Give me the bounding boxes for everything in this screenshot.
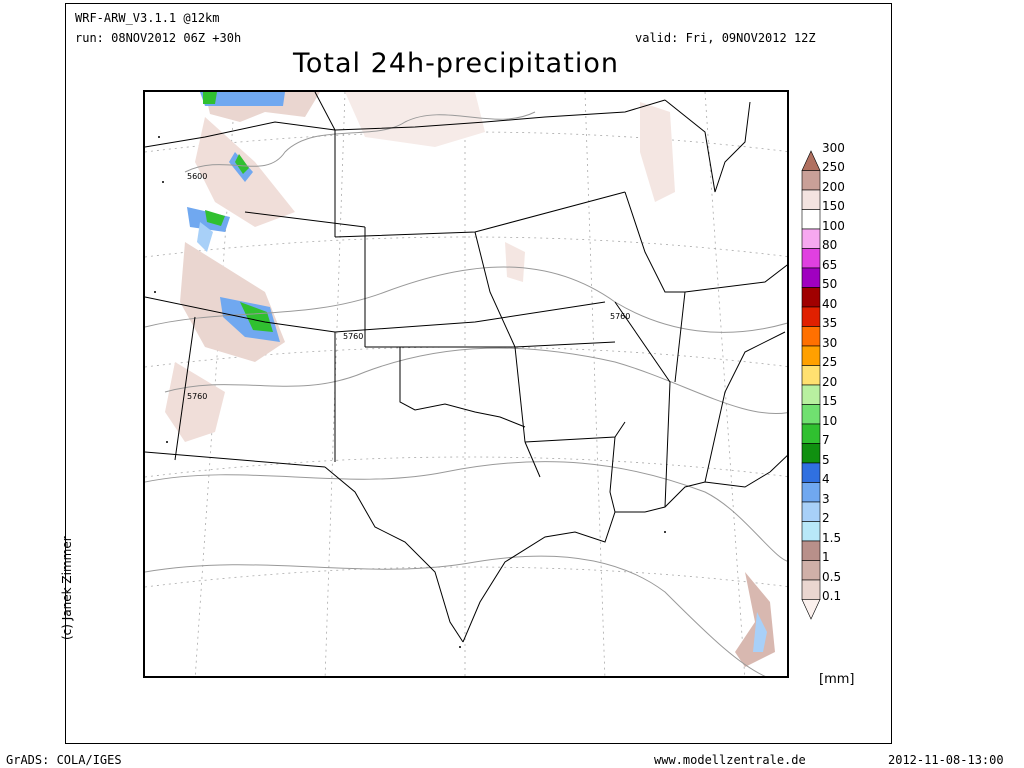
legend-swatch (801, 384, 821, 405)
map-canvas: 5600 5760 5760 5760 (145, 92, 787, 676)
legend-label: 1.5 (822, 530, 842, 545)
legend-label: 1 (822, 550, 830, 565)
legend-swatch (801, 150, 821, 171)
legend-label: 2 (822, 511, 830, 526)
footer-center: www.modellzentrale.de (654, 753, 806, 767)
legend-label: 7 (822, 433, 830, 448)
legend-swatch (801, 404, 821, 425)
legend-swatch (801, 599, 821, 620)
legend-label: 40 (822, 296, 838, 311)
legend-label: 65 (822, 257, 838, 272)
precipitation-map: 5600 5760 5760 5760 (143, 90, 789, 678)
legend-swatch (801, 287, 821, 308)
legend-swatch (801, 228, 821, 249)
legend-swatch (801, 423, 821, 444)
legend-label: 15 (822, 394, 838, 409)
legend-label: 30 (822, 335, 838, 350)
legend-swatch (801, 443, 821, 464)
legend-label: 0.1 (822, 589, 842, 604)
legend-swatch (801, 248, 821, 269)
legend-swatch (801, 189, 821, 210)
legend-label: 35 (822, 316, 838, 331)
footer-left: GrADS: COLA/IGES (6, 753, 122, 767)
coastal-dots (154, 136, 666, 648)
valid-label: valid: Fri, 09NOV2012 12Z (635, 31, 816, 45)
legend-swatch (801, 365, 821, 386)
legend-label: 20 (822, 374, 838, 389)
legend-label: 10 (822, 413, 838, 428)
map-title: Total 24h-precipitation (293, 48, 619, 79)
legend-swatch (801, 170, 821, 191)
legend-swatch (801, 540, 821, 561)
run-label: run: 08NOV2012 06Z +30h (75, 31, 242, 45)
legend-label: 5 (822, 452, 830, 467)
legend-swatch (801, 267, 821, 288)
legend-swatch (801, 306, 821, 327)
contour-label: 5760 (187, 392, 207, 401)
legend-swatch (801, 560, 821, 581)
contour-label: 5600 (187, 172, 207, 181)
legend-label: 250 (822, 160, 845, 175)
legend-label: 25 (822, 355, 838, 370)
model-label: WRF-ARW_V3.1.1 @12km (75, 11, 220, 25)
legend-swatch (801, 345, 821, 366)
legend-label: 3 (822, 491, 830, 506)
footer-right: 2012-11-08-13:00 (888, 753, 1004, 767)
legend-label: 0.5 (822, 569, 842, 584)
legend-label: 200 (822, 179, 845, 194)
legend-swatch (801, 521, 821, 542)
legend-label: 150 (822, 199, 845, 214)
legend-swatch (801, 209, 821, 230)
legend-unit: [mm] (819, 672, 855, 687)
plot-frame (65, 3, 892, 744)
color-legend-bar (801, 150, 821, 620)
contour-label: 5760 (610, 312, 630, 321)
state-borders (145, 92, 787, 643)
copyright-label: (c) Janek Zimmer (60, 536, 74, 640)
legend-label: 80 (822, 238, 838, 253)
precipitation-shading (165, 92, 775, 667)
legend-swatch (801, 579, 821, 600)
legend-label: 50 (822, 277, 838, 292)
legend-label: 100 (822, 218, 845, 233)
legend-swatch (801, 462, 821, 483)
legend-label: 4 (822, 472, 830, 487)
legend-swatch (801, 326, 821, 347)
contour-label: 5760 (343, 332, 363, 341)
contour-label-group: 5600 5760 5760 5760 (187, 172, 630, 401)
legend-swatch (801, 501, 821, 522)
height-contours (145, 111, 787, 676)
legend-swatch (801, 482, 821, 503)
legend-label: 300 (822, 140, 845, 155)
